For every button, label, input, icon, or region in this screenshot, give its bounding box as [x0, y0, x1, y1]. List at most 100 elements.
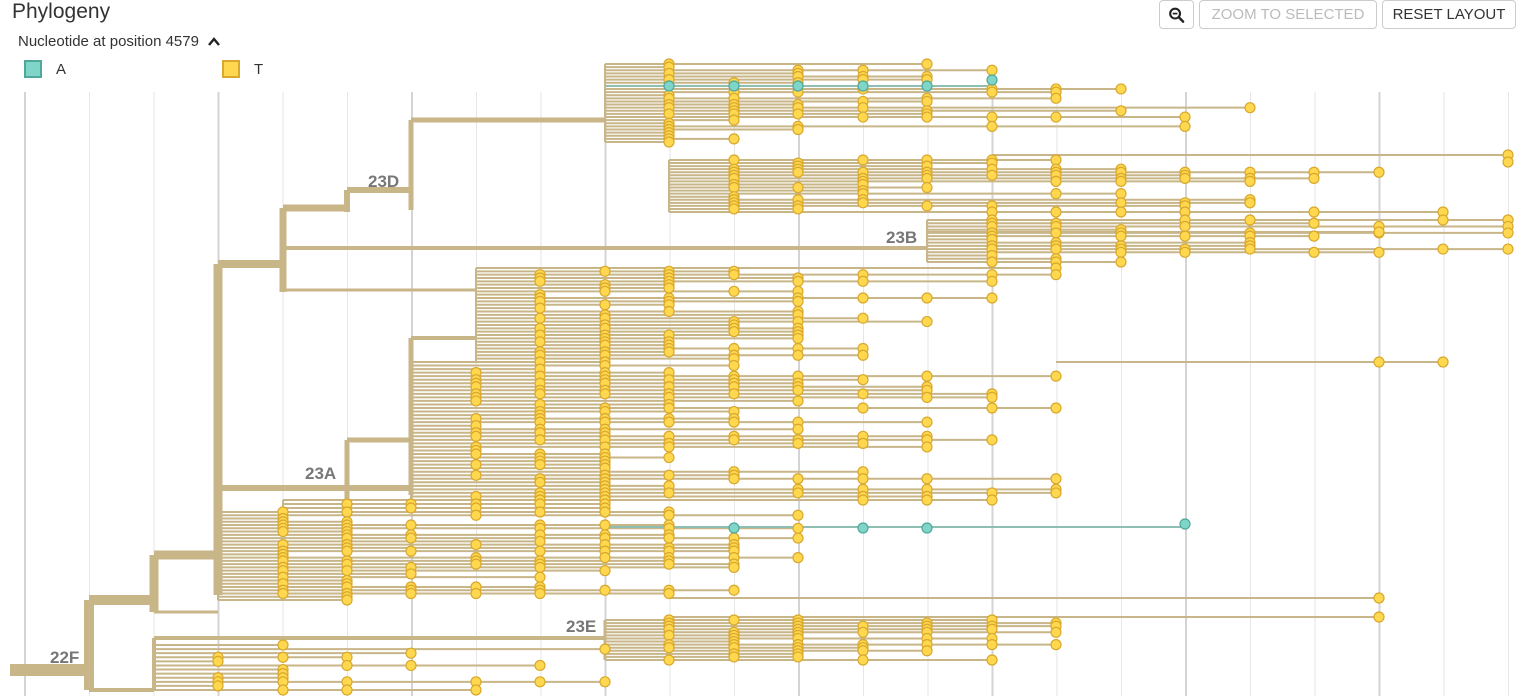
tip-node-t[interactable]: [1115, 246, 1127, 258]
tip-node-t[interactable]: [1115, 188, 1127, 200]
tip-node-t[interactable]: [663, 642, 675, 654]
tip-node-t[interactable]: [792, 509, 804, 521]
tip-node-t[interactable]: [1050, 473, 1062, 485]
tip-node-t[interactable]: [921, 58, 933, 70]
tip-node-t[interactable]: [599, 265, 611, 277]
tip-node-t[interactable]: [599, 285, 611, 297]
tip-node-t[interactable]: [212, 680, 224, 692]
tip-node-t[interactable]: [341, 545, 353, 557]
tip-node-t[interactable]: [1373, 226, 1385, 238]
tip-node-t[interactable]: [470, 587, 482, 600]
tip-node-t[interactable]: [792, 487, 804, 499]
tip-node-t[interactable]: [663, 441, 675, 453]
tip-node-t[interactable]: [1050, 243, 1062, 255]
tip-node-t[interactable]: [728, 285, 740, 297]
tip-node-t[interactable]: [470, 509, 482, 521]
tip-node-t[interactable]: [792, 275, 804, 287]
tip-node-t[interactable]: [728, 181, 740, 194]
tip-node-t[interactable]: [857, 312, 869, 324]
tip-node-t[interactable]: [1244, 243, 1256, 255]
tip-node-t[interactable]: [534, 587, 546, 600]
tip-node-t[interactable]: [341, 684, 353, 696]
tip-node-t[interactable]: [1373, 611, 1385, 623]
tip-node-t[interactable]: [405, 659, 417, 672]
tip-node-t[interactable]: [663, 108, 675, 120]
tip-node-t[interactable]: [986, 402, 998, 414]
tip-node-t[interactable]: [986, 623, 998, 635]
tip-node-t[interactable]: [986, 639, 998, 651]
tip-node-t[interactable]: [341, 565, 353, 577]
tip-node-t[interactable]: [986, 275, 998, 287]
tip-node-t[interactable]: [599, 643, 611, 655]
tip-node-t[interactable]: [921, 473, 933, 485]
tip-node-t[interactable]: [599, 519, 611, 531]
tip-node-t[interactable]: [1244, 197, 1256, 209]
tip-node-t[interactable]: [341, 594, 353, 606]
tip-node-t[interactable]: [792, 384, 804, 396]
tip-node-t[interactable]: [1050, 370, 1062, 382]
tip-node-t[interactable]: [1308, 206, 1320, 218]
tip-node-t[interactable]: [663, 558, 675, 570]
tip-node-t[interactable]: [921, 111, 933, 123]
tree-tips[interactable]: [212, 58, 1514, 696]
tip-node-t[interactable]: [986, 292, 998, 304]
tip-node-t[interactable]: [534, 302, 546, 314]
legend-item-t[interactable]: T: [222, 60, 263, 78]
tip-node-t[interactable]: [1308, 246, 1320, 258]
tip-node-t[interactable]: [728, 416, 740, 428]
tip-node-a[interactable]: [792, 80, 804, 92]
tip-node-t[interactable]: [986, 169, 998, 181]
tip-node-t[interactable]: [534, 476, 546, 488]
tip-node-t[interactable]: [470, 469, 482, 481]
tip-node-t[interactable]: [534, 545, 546, 557]
tip-node-t[interactable]: [792, 349, 804, 361]
tip-node-t[interactable]: [921, 494, 933, 506]
tip-node-t[interactable]: [1244, 175, 1256, 188]
tip-node-t[interactable]: [921, 181, 933, 194]
tip-node-t[interactable]: [277, 587, 289, 600]
tip-node-t[interactable]: [857, 111, 869, 123]
tip-node-t[interactable]: [534, 506, 546, 518]
tip-node-t[interactable]: [1437, 214, 1449, 226]
tip-node-t[interactable]: [599, 552, 611, 564]
tip-node-t[interactable]: [792, 522, 804, 534]
tip-node-t[interactable]: [1502, 156, 1514, 168]
tip-node-t[interactable]: [857, 102, 869, 114]
tip-node-t[interactable]: [728, 269, 740, 281]
tip-node-t[interactable]: [921, 645, 933, 657]
tip-node-t[interactable]: [534, 336, 546, 348]
tip-node-t[interactable]: [599, 584, 611, 596]
tip-node-t[interactable]: [663, 136, 675, 148]
tip-node-t[interactable]: [857, 437, 869, 449]
tip-node-t[interactable]: [534, 676, 546, 688]
tip-node-t[interactable]: [1308, 217, 1320, 229]
tip-node-t[interactable]: [405, 519, 417, 531]
tip-node-t[interactable]: [534, 434, 546, 446]
tip-node-t[interactable]: [1050, 639, 1062, 651]
tip-node-t[interactable]: [599, 506, 611, 518]
tip-node-t[interactable]: [986, 111, 998, 123]
tip-node-t[interactable]: [986, 434, 998, 446]
reset-layout-button[interactable]: RESET LAYOUT: [1382, 0, 1516, 29]
tip-node-t[interactable]: [663, 282, 675, 294]
tip-node-t[interactable]: [1437, 243, 1449, 255]
tip-node-t[interactable]: [277, 651, 289, 663]
tip-node-t[interactable]: [728, 133, 740, 145]
tip-node-t[interactable]: [1115, 83, 1127, 95]
tip-node-t[interactable]: [663, 402, 675, 414]
tip-node-a[interactable]: [857, 80, 869, 92]
tip-node-t[interactable]: [728, 584, 740, 596]
tip-node-t[interactable]: [470, 538, 482, 551]
tip-node-t[interactable]: [534, 561, 546, 574]
tip-node-a[interactable]: [663, 80, 675, 92]
tip-node-t[interactable]: [1179, 246, 1191, 258]
tip-node-t[interactable]: [857, 473, 869, 485]
tip-node-t[interactable]: [663, 487, 675, 499]
tip-node-a[interactable]: [1179, 518, 1191, 530]
tip-node-t[interactable]: [728, 154, 740, 166]
tip-node-t[interactable]: [1050, 269, 1062, 281]
tip-node-t[interactable]: [728, 326, 740, 338]
tip-node-t[interactable]: [728, 434, 740, 446]
tip-node-t[interactable]: [921, 292, 933, 304]
tip-node-t[interactable]: [534, 388, 546, 400]
